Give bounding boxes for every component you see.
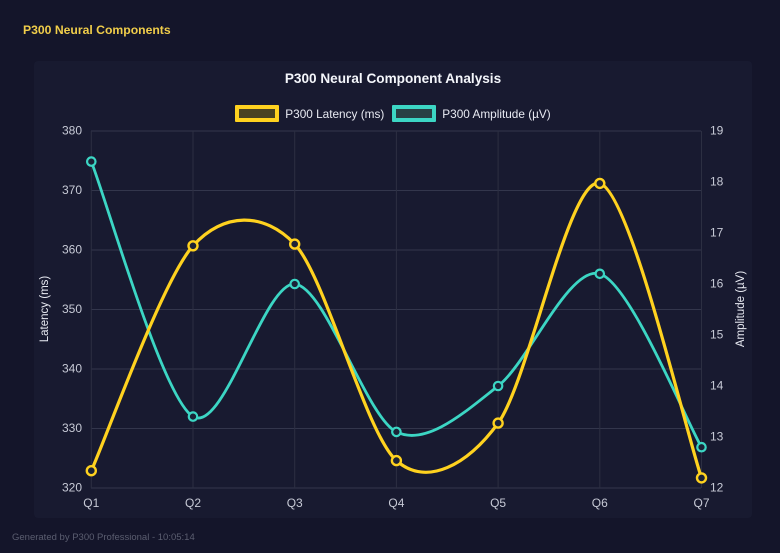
- svg-text:380: 380: [62, 124, 82, 138]
- svg-text:16: 16: [710, 277, 724, 291]
- svg-text:Latency (ms): Latency (ms): [39, 276, 51, 343]
- svg-text:320: 320: [62, 481, 82, 495]
- svg-text:340: 340: [62, 362, 82, 376]
- svg-text:12: 12: [710, 481, 724, 495]
- svg-text:19: 19: [710, 124, 724, 138]
- svg-text:Q4: Q4: [388, 496, 404, 510]
- svg-text:Q1: Q1: [83, 496, 99, 510]
- svg-text:Q7: Q7: [693, 496, 709, 510]
- svg-text:18: 18: [710, 175, 724, 189]
- svg-text:15: 15: [710, 328, 724, 342]
- svg-text:Q5: Q5: [490, 496, 506, 510]
- svg-text:360: 360: [62, 243, 82, 257]
- svg-text:14: 14: [710, 379, 724, 393]
- svg-text:370: 370: [62, 183, 82, 197]
- svg-text:Amplitude (µV): Amplitude (µV): [735, 271, 747, 347]
- svg-text:Q3: Q3: [287, 496, 303, 510]
- svg-text:350: 350: [62, 302, 82, 316]
- svg-text:17: 17: [710, 226, 724, 240]
- svg-text:13: 13: [710, 430, 724, 444]
- svg-text:330: 330: [62, 421, 82, 435]
- svg-text:Q6: Q6: [592, 496, 608, 510]
- svg-text:Q2: Q2: [185, 496, 201, 510]
